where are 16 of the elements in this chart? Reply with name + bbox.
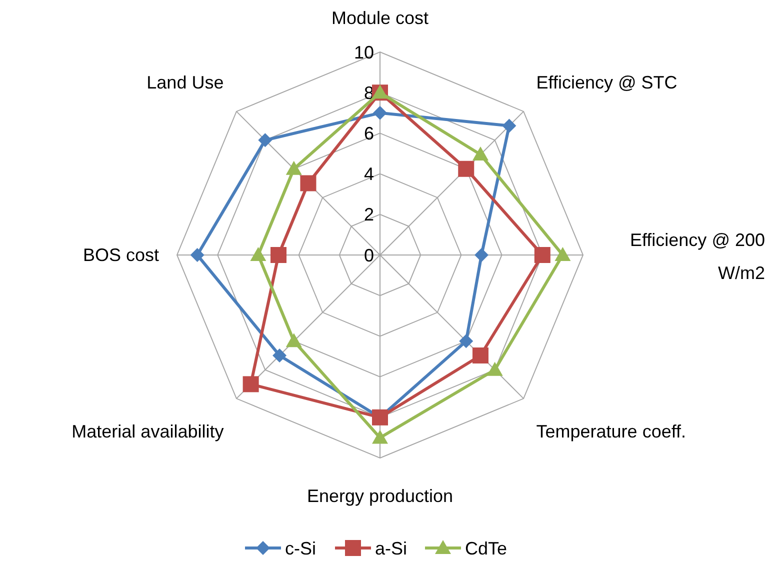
y-tick-label: 6 [364,124,374,144]
spoke-label: Module cost [331,8,429,28]
legend-label: c-Si [285,538,316,558]
spoke-label: BOS cost [82,245,159,265]
spoke-label: Temperature coeff. [536,421,686,442]
legend-label: CdTe [465,538,508,558]
legend-label: a-Si [375,538,408,558]
y-tick-label: 0 [364,245,374,266]
y-tick-label: 2 [364,204,374,225]
spoke-label: Material availability [72,421,224,442]
y-tick-label: 4 [364,164,374,184]
spoke-label: Efficiency @ 200 W/m2 [630,230,765,283]
y-tick-label: 10 [354,42,374,62]
spoke-label: Efficiency @ STC [536,72,678,93]
spoke-label: Energy production [306,486,454,506]
spoke-label: Land Use [146,72,224,93]
